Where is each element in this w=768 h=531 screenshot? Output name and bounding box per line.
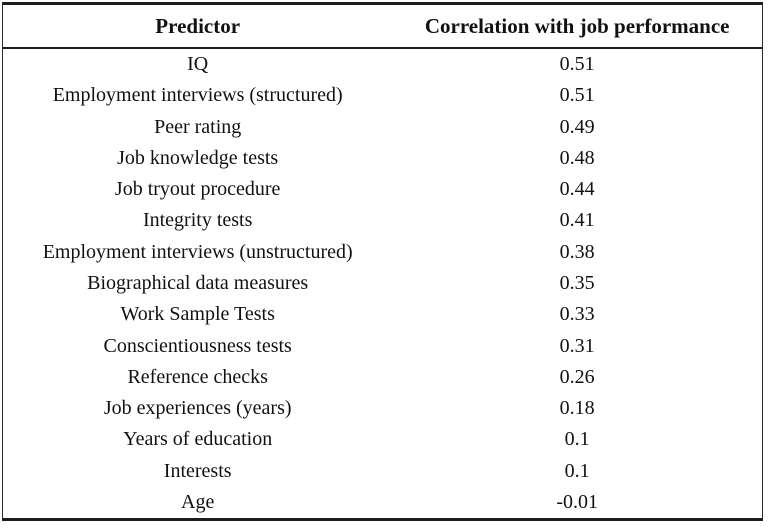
table-row: Interests 0.1: [3, 455, 762, 486]
correlation-cell: 0.51: [559, 84, 595, 107]
table-row: Integrity tests 0.41: [3, 205, 762, 236]
correlation-cell: 0.51: [559, 53, 595, 76]
predictor-cell: Employment interviews (unstructured): [42, 240, 353, 263]
predictor-cell: Peer rating: [154, 115, 242, 138]
correlation-cell: 0.41: [559, 209, 595, 232]
correlation-cell: 0.18: [559, 397, 595, 420]
correlation-cell: 0.38: [559, 240, 595, 263]
table-header-row: Predictor Correlation with job performan…: [3, 5, 762, 49]
table-row: Reference checks 0.26: [3, 362, 762, 393]
predictor-cell: Employment interviews (structured): [52, 84, 343, 107]
predictor-cell: Integrity tests: [142, 209, 253, 232]
predictor-cell: Age: [181, 490, 215, 513]
predictor-cell: Conscientiousness tests: [103, 334, 292, 357]
predictor-cell: IQ: [187, 53, 209, 76]
table-row: Employment interviews (structured) 0.51: [3, 80, 762, 111]
column-header-correlation: Correlation with job performance: [424, 13, 730, 38]
predictor-cell: Interests: [163, 459, 232, 482]
predictor-correlation-table: Predictor Correlation with job performan…: [2, 2, 763, 521]
predictor-cell: Job knowledge tests: [117, 146, 279, 169]
table-row: Employment interviews (unstructured) 0.3…: [3, 237, 762, 268]
table-body: IQ 0.51 Employment interviews (structure…: [3, 49, 762, 518]
column-header-predictor: Predictor: [155, 13, 241, 38]
correlation-cell: 0.35: [559, 271, 595, 294]
correlation-cell: 0.44: [559, 178, 595, 201]
correlation-cell: 0.1: [564, 459, 590, 482]
correlation-cell: -0.01: [556, 490, 598, 513]
predictor-cell: Years of education: [123, 428, 273, 451]
table-row: Biographical data measures 0.35: [3, 268, 762, 299]
table-row: Job experiences (years) 0.18: [3, 393, 762, 424]
predictor-cell: Job tryout procedure: [114, 178, 281, 201]
predictor-cell: Work Sample Tests: [120, 303, 275, 326]
table-row: Age -0.01: [3, 487, 762, 518]
correlation-cell: 0.49: [559, 115, 595, 138]
table-row: Job tryout procedure 0.44: [3, 174, 762, 205]
table-row: Peer rating 0.49: [3, 112, 762, 143]
predictor-cell: Biographical data measures: [87, 271, 309, 294]
correlation-cell: 0.1: [564, 428, 590, 451]
table-row: Years of education 0.1: [3, 424, 762, 455]
correlation-cell: 0.48: [559, 146, 595, 169]
table-row: Job knowledge tests 0.48: [3, 143, 762, 174]
table-row: IQ 0.51: [3, 49, 762, 80]
correlation-cell: 0.33: [559, 303, 595, 326]
table-row: Conscientiousness tests 0.31: [3, 330, 762, 361]
table-row: Work Sample Tests 0.33: [3, 299, 762, 330]
predictor-cell: Reference checks: [127, 365, 268, 388]
correlation-cell: 0.26: [559, 365, 595, 388]
correlation-cell: 0.31: [559, 334, 595, 357]
predictor-cell: Job experiences (years): [103, 397, 292, 420]
